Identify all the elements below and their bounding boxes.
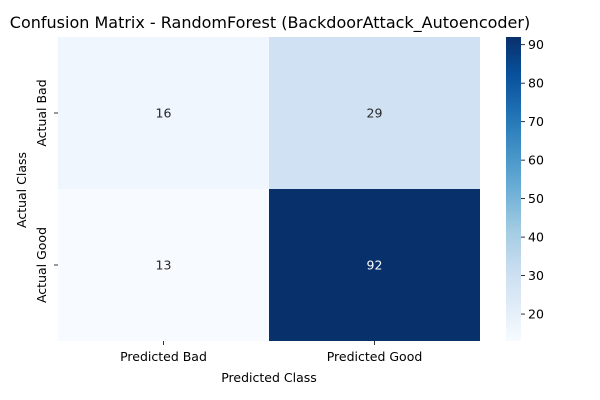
cell-value-label: 16 (156, 106, 172, 121)
colorbar-gradient (506, 37, 521, 341)
heatmap-cell (58, 189, 269, 341)
x-tick-label: Predicted Bad (120, 349, 207, 364)
x-axis-ticks: Predicted Bad Predicted Good (120, 341, 422, 364)
colorbar-tick-label: 40 (528, 230, 544, 245)
cell-value-label: 29 (367, 106, 383, 121)
colorbar-tick-label: 30 (528, 268, 544, 283)
x-axis-label: Predicted Class (221, 370, 317, 385)
x-tick-label: Predicted Good (327, 349, 423, 364)
heatmap-cell (269, 37, 480, 189)
heatmap-cell (269, 189, 480, 341)
cell-value-label: 92 (367, 258, 383, 273)
colorbar-tick-label: 60 (528, 153, 544, 168)
heatmap-cell (58, 37, 269, 189)
colorbar-tick-label: 50 (528, 191, 544, 206)
heatmap-cells: 16 29 13 92 (58, 37, 480, 341)
y-axis-ticks: Actual Bad Actual Good (34, 79, 58, 303)
colorbar (506, 37, 521, 341)
colorbar-tick-label: 20 (528, 307, 544, 322)
y-tick-label: Actual Bad (34, 79, 49, 146)
y-tick-label: Actual Good (34, 227, 49, 303)
colorbar-tick-label: 80 (528, 76, 544, 91)
cell-value-label: 13 (156, 258, 172, 273)
chart-title: Confusion Matrix - RandomForest (Backdoo… (10, 13, 530, 33)
y-axis-label: Actual Class (14, 152, 29, 228)
colorbar-tick-label: 90 (528, 37, 544, 52)
colorbar-tick-label: 70 (528, 114, 544, 129)
colorbar-ticks: 20 30 40 50 60 70 80 90 (521, 37, 544, 322)
